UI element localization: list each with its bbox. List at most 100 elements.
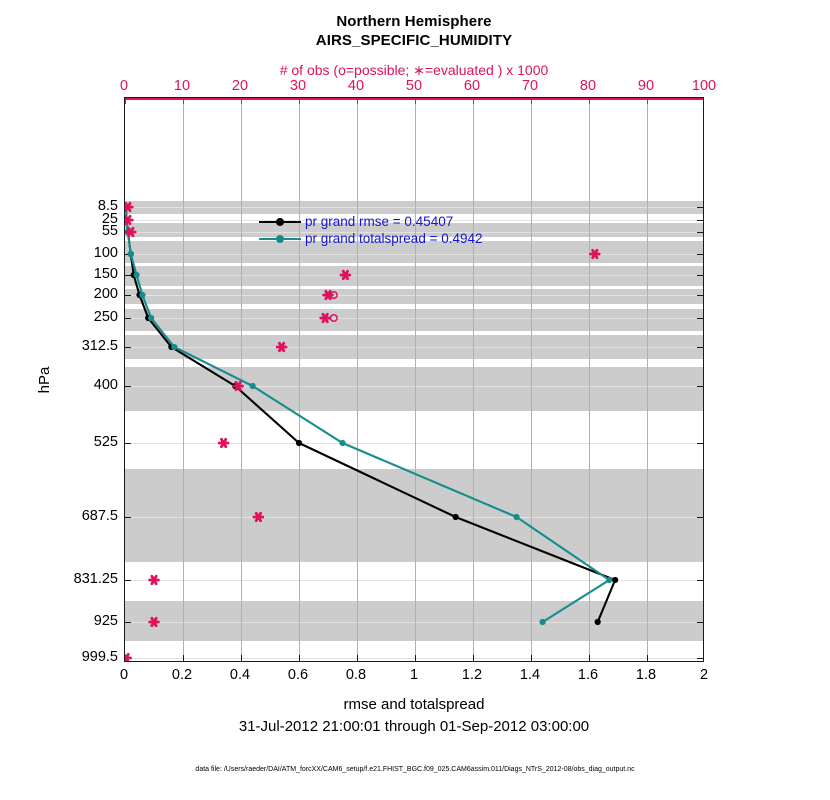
x-axis-tick (357, 655, 359, 661)
y-axis-tick (125, 517, 131, 519)
obs-evaluated-marker (339, 269, 352, 281)
top-tick-label: 60 (463, 78, 481, 94)
top-tick-label: 80 (579, 78, 597, 94)
y-axis-tick (697, 517, 703, 519)
top-axis-tick (589, 98, 591, 104)
obs-evaluated-marker (275, 341, 288, 353)
pressure-band (125, 469, 703, 562)
top-tick-label: 0 (119, 78, 129, 94)
totalspread-marker (339, 439, 346, 447)
top-tick-label: 90 (637, 78, 655, 94)
x-axis-tick (241, 655, 243, 661)
vertical-gridline (647, 98, 648, 661)
totalspread-marker (606, 576, 613, 584)
y-tick-label: 150 (93, 266, 118, 282)
title-line-2: AIRS_SPECIFIC_HUMIDITY (315, 32, 513, 49)
top-axis-tick (183, 98, 185, 104)
y-tick-label: 100 (93, 245, 118, 261)
top-axis-tick (299, 98, 301, 104)
legend-item-totalspread: pr grand totalspread = 0.4942 (259, 230, 483, 247)
horizontal-gridline (125, 275, 703, 276)
x-axis-tick (183, 655, 185, 661)
top-axis-tick (473, 98, 475, 104)
y-axis-tick (125, 443, 131, 445)
totalspread-marker (133, 271, 140, 279)
y-axis-tick (697, 275, 703, 277)
obs-evaluated-marker (125, 201, 134, 213)
y-axis-tick (125, 295, 131, 297)
x-tick-label: 1.8 (635, 667, 657, 683)
obs-evaluated-marker (125, 652, 132, 661)
rmse-marker (295, 439, 303, 447)
pressure-band (125, 367, 703, 411)
series-layer (125, 201, 619, 661)
y-tick-label: 925 (93, 613, 118, 629)
top-axis-line (125, 98, 703, 100)
top-tick-label: 70 (521, 78, 539, 94)
x-axis-tick (647, 655, 649, 661)
plot-area: pr grand rmse = 0.45407 pr grand totalsp… (124, 97, 704, 662)
totalspread-marker (148, 314, 155, 322)
top-axis-tick (415, 98, 417, 104)
legend-swatch-totalspread (259, 232, 301, 246)
rmse-marker (594, 618, 601, 626)
x-axis-tick (531, 655, 533, 661)
top-axis-tick (531, 98, 533, 104)
horizontal-gridline (125, 347, 703, 348)
vertical-gridline (531, 98, 532, 661)
obs-evaluated-marker (148, 574, 160, 586)
totalspread-marker (513, 513, 520, 521)
totalspread-line (125, 205, 611, 624)
rmse-line (125, 205, 617, 624)
horizontal-gridline (125, 207, 703, 208)
x-axis-tick (299, 655, 301, 661)
y-axis-tick (697, 232, 703, 234)
pressure-band (125, 601, 703, 641)
y-axis-tick (697, 220, 703, 222)
vertical-gridline (183, 98, 184, 661)
pressure-band (125, 266, 703, 286)
obs-evaluated-marker (125, 214, 134, 226)
top-axis-tick (647, 98, 649, 104)
obs-evaluated-marker (319, 312, 331, 324)
obs-evaluated-marker (125, 226, 137, 238)
chart-title: Northern Hemisphere AIRS_SPECIFIC_HUMIDI… (124, 12, 704, 50)
x-axis-title: rmse and totalspread (343, 696, 485, 713)
horizontal-gridline (125, 443, 703, 444)
vertical-gridline (589, 98, 590, 661)
top-tick-label: 20 (231, 78, 249, 94)
legend-item-rmse: pr grand rmse = 0.45407 (259, 213, 483, 230)
y-axis-tick (125, 580, 131, 582)
horizontal-gridline (125, 386, 703, 387)
x-axis-tick (415, 655, 417, 661)
y-axis-tick (697, 347, 703, 349)
y-tick-label: 831.25 (73, 571, 118, 587)
y-axis-tick (697, 658, 703, 660)
top-axis-tick (125, 98, 127, 104)
top-tick-label: 50 (405, 78, 423, 94)
horizontal-gridline (125, 232, 703, 233)
y-tick-label: 200 (93, 286, 118, 302)
obs-evaluated-marker (589, 248, 601, 260)
vertical-gridline (415, 98, 416, 661)
vertical-gridline (473, 98, 474, 661)
totalspread-marker (127, 250, 134, 258)
y-axis-tick (125, 347, 131, 349)
pressure-band (125, 223, 703, 237)
y-tick-label: 312.5 (81, 338, 118, 354)
horizontal-gridline (125, 658, 703, 659)
top-axis-tick (357, 98, 359, 104)
y-axis-tick (697, 443, 703, 445)
x-tick-label: 0.2 (171, 667, 193, 683)
top-tick-label: 100 (691, 78, 717, 94)
y-tick-label: 250 (93, 309, 118, 325)
x-axis-tick (589, 655, 591, 661)
x-tick-label: 1.2 (461, 667, 483, 683)
y-axis-tick (125, 386, 131, 388)
y-axis-tick (697, 318, 703, 320)
horizontal-gridline (125, 254, 703, 255)
x-tick-label: 0.4 (229, 667, 251, 683)
obs-evaluated-marker (252, 511, 265, 523)
top-tick-label: 40 (347, 78, 365, 94)
